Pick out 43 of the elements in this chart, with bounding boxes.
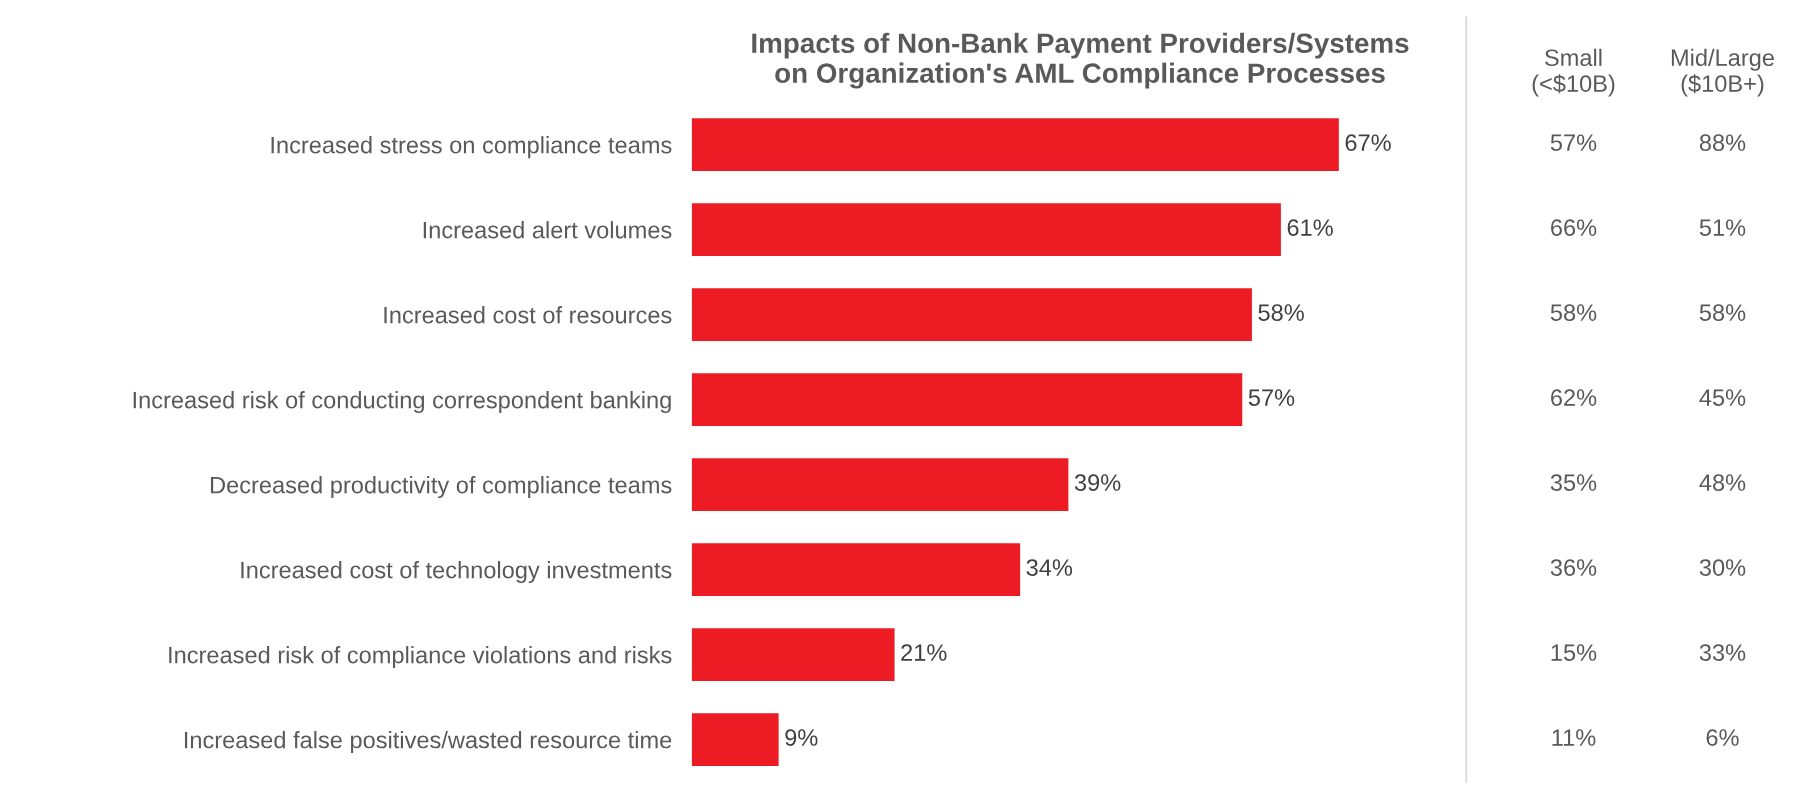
bar [691,543,1021,596]
y-tick-label: Increased risk of compliance violations and risks [169,646,672,669]
data-label: 30% [1699,559,1746,576]
data-label: 11% [1552,729,1596,746]
y-tick-label: Increased stress on compliance teams [271,136,672,159]
bar [691,203,1281,257]
data-label: 39% [1074,474,1121,491]
data-label: 88% [1699,134,1746,152]
data-label: 66% [1551,219,1597,236]
y-tick-label: Increased cost of resources [384,306,672,324]
data-label: 67% [1345,134,1391,152]
bar [691,373,1243,426]
y-tick-label: Increased risk of conducting correspondent banking [133,391,671,414]
data-label: 15% [1551,644,1597,661]
data-label: 6% [1706,729,1739,746]
data-label: 21% [901,644,947,661]
y-tick-label: Increased alert volumes [423,221,672,239]
data-label: 58% [1258,304,1304,321]
y-tick-label: Decreased productivity of compliance teams [210,476,672,499]
bar [691,288,1252,341]
data-label: 57% [1550,134,1597,152]
x-tick-label: Mid/Large ($10B+) [1671,48,1774,97]
bar [691,628,895,681]
y-tick-label: Increased false positives/wasted resource time [184,731,672,754]
data-label: 9% [785,729,818,746]
data-label: 62% [1551,389,1597,406]
data-label: 57% [1248,389,1295,406]
bar [691,118,1339,172]
bar [691,713,779,766]
data-label: 51% [1699,219,1746,236]
y-tick-label: Increased cost of technology investments [241,561,672,584]
data-label: 35% [1550,474,1597,491]
data-label: 58% [1699,304,1746,321]
data-label: 36% [1550,559,1597,576]
x-tick-label: Small (<$10B) [1532,48,1615,97]
data-label: 58% [1550,304,1597,321]
chart-title: Impacts of Non-Bank Payment Providers/Systems on Organization's AML Compliance Processes [752,32,1409,89]
data-label: 34% [1026,559,1073,576]
data-label: 48% [1699,474,1746,491]
data-label: 33% [1699,644,1746,661]
data-label: 61% [1287,219,1333,236]
bar [691,458,1069,511]
data-label: 45% [1699,389,1746,406]
